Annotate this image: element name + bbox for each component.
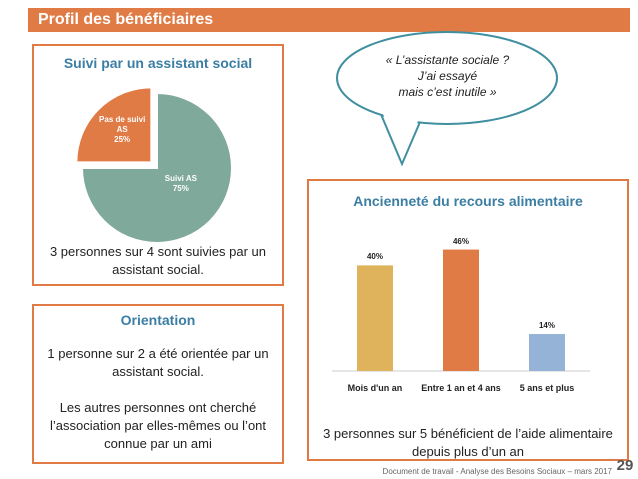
pie-label: Pas de suivi AS 25% — [97, 115, 147, 145]
bar-value-label: 40% — [366, 252, 383, 262]
pie-slice — [75, 86, 153, 164]
quote-line: J’ai essayé — [417, 69, 478, 83]
bar — [443, 249, 479, 371]
bar-title: Ancienneté du recours alimentaire — [353, 193, 583, 209]
pie-label-line: Pas de suivi AS — [99, 115, 146, 135]
x-tick-label: 5 ans et plus — [519, 383, 575, 393]
anciennete-text: 3 personnes sur 5 bénéficient de l’aide … — [323, 426, 613, 459]
footer-source: Document de travail - Analyse des Besoin… — [382, 467, 612, 476]
pie-label-line: Suivi AS — [164, 173, 197, 183]
quote: « L’assistante sociale ? J’ai essayé mai… — [370, 52, 525, 100]
panel-anciennete — [307, 179, 629, 461]
suivi-text: 3 personnes sur 4 sont suivies par un as… — [49, 244, 267, 277]
bar-value-label: 14% — [538, 321, 555, 331]
bubble-tail-fill — [383, 114, 418, 160]
pie-title: Suivi par un assistant social — [63, 55, 253, 71]
speech-bubble — [336, 31, 558, 125]
page-number: 29 — [616, 457, 634, 474]
header-title: Profil des bénéficiaires — [38, 11, 214, 28]
x-tick-label: Mois d'un an — [347, 383, 403, 393]
quote-line: « L’assistante sociale ? — [385, 53, 510, 67]
bar-value-label: 46% — [452, 236, 469, 246]
quote-line: mais c’est inutile » — [398, 85, 497, 99]
header-bar — [28, 8, 630, 32]
orientation-text: 1 personne sur 2 a été orientée par un a… — [47, 346, 269, 379]
pie-label-line: 75% — [172, 183, 189, 193]
orientation-text: Les autres personnes ont cherché l’assoc… — [49, 400, 267, 451]
x-tick-label: Entre 1 an et 4 ans — [421, 383, 501, 393]
panel-orientation — [32, 304, 284, 464]
panel-suivi — [32, 44, 284, 286]
bar — [357, 265, 393, 371]
pie-slice — [80, 91, 233, 244]
pie-label-line: 25% — [114, 135, 131, 145]
orientation-title: Orientation — [120, 312, 196, 328]
bar — [529, 334, 565, 371]
pie-label: Suivi AS 75% — [156, 174, 206, 194]
